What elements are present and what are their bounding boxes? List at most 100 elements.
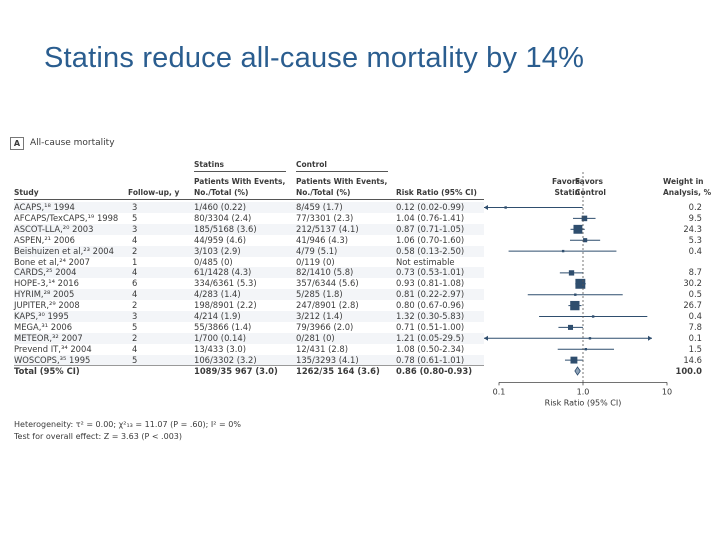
overall-effect-text: Test for overall effect: Z = 3.63 (P < .…: [14, 432, 182, 441]
risk-ratio-cell: 1.08 (0.50-2.34): [396, 343, 465, 354]
statin-events-cell: 0/485 (0): [194, 256, 233, 267]
control-column-header-line1: Patients With Events,: [296, 177, 388, 186]
forest-plot-svg: 0.1 1.0 10 Risk Ratio (95% CI): [484, 172, 672, 407]
row-shade: [14, 289, 484, 301]
risk-ratio-cell: 0.80 (0.67-0.96): [396, 300, 465, 311]
followup-column-header: Follow-up, y: [128, 188, 180, 197]
risk-ratio-cell: 0.73 (0.53-1.01): [396, 267, 465, 278]
risk-ratio-cell: 1.04 (0.76-1.41): [396, 212, 465, 223]
forest-plot-panel: A All-cause mortality Statins Control St…: [10, 136, 712, 466]
weight-cell: 0.2: [688, 202, 702, 212]
statin-events-cell: 1/700 (0.14): [194, 332, 246, 343]
study-column-header: Study: [14, 188, 39, 197]
control-events-cell: 8/459 (1.7): [296, 202, 343, 212]
point-estimate-square: [568, 270, 575, 276]
row-shade: [14, 267, 484, 279]
weight-cell: 26.7: [683, 300, 702, 311]
total-control-events-cell: 1262/35 164 (3.6): [296, 365, 380, 376]
statin-events-cell: 334/6361 (5.3): [194, 278, 257, 289]
row-shade: [14, 223, 484, 235]
study-cell: MEGA,³¹ 2006: [14, 321, 73, 332]
followup-cell: 2: [132, 332, 138, 343]
statin-events-cell: 61/1428 (4.3): [194, 267, 252, 278]
study-cell: ACAPS,¹⁸ 1994: [14, 202, 75, 212]
favors-control-line2: Control: [575, 188, 607, 197]
control-events-cell: 135/3293 (4.1): [296, 354, 359, 365]
statin-events-cell: 3/103 (2.9): [194, 245, 241, 256]
study-estimate: [569, 238, 601, 243]
study-estimate: [570, 224, 585, 234]
x-tick-label: 0.1: [493, 387, 506, 396]
control-events-cell: 77/3301 (2.3): [296, 212, 354, 223]
followup-cell: 2: [132, 300, 138, 311]
row-shade: [14, 332, 484, 344]
control-events-cell: 41/946 (4.3): [296, 234, 348, 245]
statin-column-header-line2: No./Total (%): [194, 188, 249, 197]
study-estimate: [557, 348, 615, 351]
risk-ratio-cell: 0.71 (0.51-1.00): [396, 321, 465, 332]
followup-cell: 5: [132, 354, 138, 365]
point-estimate-square: [573, 224, 583, 234]
study-estimate: [575, 278, 586, 289]
followup-cell: 3: [132, 202, 138, 212]
weight-cell: 0.4: [688, 245, 702, 256]
study-cell: CARDS,²⁵ 2004: [14, 267, 77, 278]
rr-column-header: Risk Ratio (95% CI): [396, 188, 477, 197]
point-estimate-square: [584, 348, 588, 351]
study-cell: ASPEN,²¹ 2006: [14, 234, 76, 245]
study-cell: Beishuizen et al,²³ 2004: [14, 245, 114, 256]
study-cell: Bone et al,²⁴ 2007: [14, 256, 90, 267]
ci-arrow-left: [484, 205, 488, 210]
weight-cell: 0.4: [688, 311, 702, 321]
point-estimate-square: [504, 206, 507, 209]
statin-events-cell: 198/8901 (2.2): [194, 300, 257, 311]
followup-cell: 1: [132, 256, 138, 267]
control-events-cell: 0/119 (0): [296, 256, 335, 267]
study-estimate: [572, 215, 596, 222]
ci-arrow-right: [648, 335, 652, 341]
statin-events-cell: 106/3302 (3.2): [194, 354, 257, 365]
followup-cell: 2: [132, 245, 138, 256]
point-estimate-square: [574, 293, 577, 296]
weight-cell: 30.2: [683, 278, 702, 289]
point-estimate-square: [570, 300, 580, 311]
weight-cell: 0.1: [688, 332, 702, 343]
study-cell: JUPITER,²⁹ 2008: [14, 300, 80, 311]
study-cell: WOSCOPS,³⁵ 1995: [14, 354, 91, 365]
weight-column-header-line1: Weight in: [663, 177, 704, 186]
study-cell: AFCAPS/TexCAPS,¹⁹ 1998: [14, 212, 119, 223]
control-column-header-line2: No./Total (%): [296, 188, 351, 197]
point-estimate-square: [567, 324, 574, 330]
total-risk-ratio-cell: 0.86 (0.80-0.93): [396, 365, 473, 376]
control-events-cell: 79/3966 (2.0): [296, 321, 354, 332]
weight-cell: 14.6: [683, 354, 702, 365]
row-shade: [14, 311, 484, 322]
study-cell: KAPS,³⁰ 1995: [14, 311, 69, 321]
study-cell: METEOR,³² 2007: [14, 332, 83, 343]
row-shade: [14, 354, 484, 366]
total-weight-cell: 100.0: [675, 365, 703, 376]
followup-cell: 3: [132, 223, 138, 234]
weight-cell: 1.5: [688, 343, 702, 354]
total-rule: [14, 365, 484, 366]
control-events-cell: 3/212 (1.4): [296, 311, 343, 321]
favors-statin-line1: Favors: [552, 177, 580, 186]
control-events-cell: 247/8901 (2.8): [296, 300, 359, 311]
study-estimate: [527, 293, 623, 296]
x-tick-label: 1.0: [577, 387, 590, 396]
statin-events-cell: 80/3304 (2.4): [194, 212, 252, 223]
statin-header-rule: [194, 171, 286, 172]
risk-ratio-cell: 1.06 (0.70-1.60): [396, 234, 465, 245]
pooled-estimate: [574, 366, 581, 376]
slide-title: Statins reduce all-cause mortality by 14…: [44, 42, 585, 74]
row-shade: [14, 202, 484, 213]
control-events-cell: 4/79 (5.1): [296, 245, 338, 256]
study-cell: Prevend IT,³⁴ 2004: [14, 343, 92, 354]
study-estimate: [539, 315, 648, 318]
weight-column-header-line2: Analysis, %: [663, 188, 712, 197]
followup-cell: 6: [132, 278, 138, 289]
risk-ratio-cell: 0.78 (0.61-1.01): [396, 354, 465, 365]
weight-cell: 8.7: [688, 267, 702, 278]
pooled-diamond: [574, 366, 581, 376]
ci-arrow-left: [484, 335, 488, 341]
